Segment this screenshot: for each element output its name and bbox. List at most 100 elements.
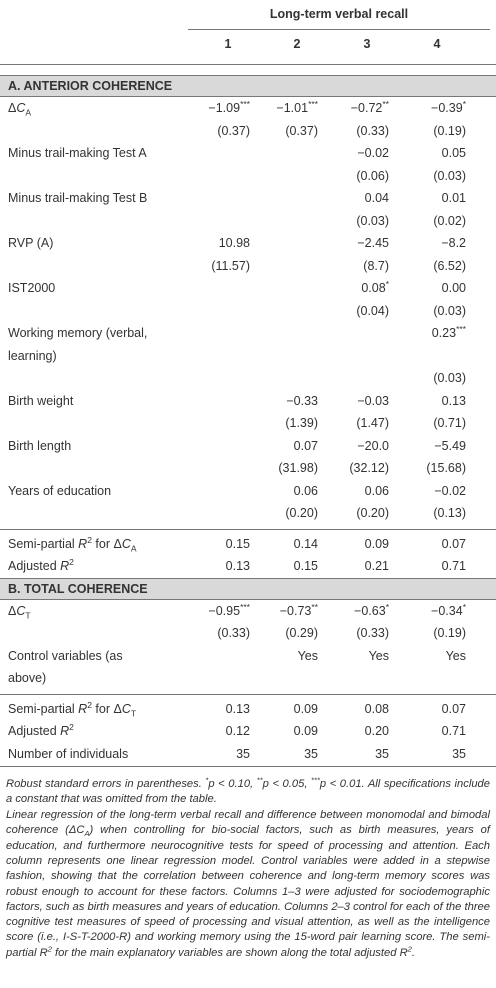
stars: * (462, 601, 466, 612)
text: ) when controlling for bio-social factor… (6, 824, 490, 959)
text: p < 0.10, (208, 778, 257, 790)
rule (188, 29, 490, 30)
stars: *** (456, 323, 466, 334)
cell: 0.23*** (432, 322, 466, 345)
row-label: Semi-partial R2 for ΔCA (8, 533, 137, 556)
cell: Yes (368, 648, 389, 663)
cell: 0.71 (441, 559, 466, 573)
row-label: above) (8, 667, 46, 690)
cell: 0.15 (225, 536, 250, 551)
text: p < 0.05, (262, 778, 312, 790)
cell: (31.98) (278, 461, 318, 475)
row-label: IST2000 (8, 277, 55, 300)
cell: 0.13 (225, 701, 250, 716)
cell: 35 (236, 746, 250, 761)
text: Semi-partial (8, 701, 79, 716)
stars: *** (240, 601, 250, 612)
text: for Δ (91, 701, 122, 716)
sup: 2 (47, 944, 52, 954)
cell: (0.37) (217, 123, 250, 138)
cell: 0.07 (441, 701, 466, 716)
cell: 0.09 (364, 536, 389, 551)
value: −0.73 (279, 603, 312, 618)
value: −1.09 (208, 101, 241, 115)
cell: (0.71) (433, 416, 466, 430)
cell: 0.13 (225, 559, 250, 573)
stars: * (385, 601, 389, 612)
cell: (0.13) (433, 506, 466, 520)
cell: (0.03) (433, 168, 466, 183)
cell: −0.02 (357, 146, 389, 160)
sup: 2 (407, 944, 412, 954)
cell: Yes (445, 648, 466, 663)
cell: (0.19) (433, 626, 466, 640)
value: 0.08 (361, 281, 386, 295)
footnote: Robust standard errors in parentheses. *… (6, 776, 490, 808)
cell: (0.33) (217, 626, 250, 640)
cell: −8.2 (441, 236, 466, 250)
em: R (78, 701, 88, 716)
cell: −0.63* (354, 600, 389, 623)
cell: −0.72** (351, 97, 389, 120)
cell: 35 (304, 746, 318, 761)
text: Working memory (verbal, (8, 326, 148, 340)
value: −0.95 (208, 603, 241, 618)
cell: (15.68) (426, 461, 466, 475)
cell: −20.0 (357, 438, 389, 453)
sup: 2 (87, 534, 92, 545)
text: Robust standard errors in parentheses. (6, 778, 206, 790)
row-label: Years of education (8, 480, 111, 503)
cell: 0.08 (364, 701, 389, 716)
cell: (1.47) (356, 416, 389, 430)
cell: (0.06) (356, 168, 389, 183)
cell: (0.29) (285, 626, 318, 640)
cell: −1.01*** (276, 97, 318, 120)
cell: (0.19) (433, 123, 466, 138)
cell: 0.01 (441, 191, 466, 205)
value: 0.23 (431, 326, 457, 340)
text: Minus trail-making Test B (8, 191, 148, 205)
cell: (0.20) (285, 506, 318, 520)
cell: (32.12) (349, 461, 389, 475)
cell: −0.33 (286, 393, 318, 408)
footnotes: Robust standard errors in parentheses. *… (6, 776, 490, 962)
sub: T (130, 708, 137, 718)
value: −1.01 (276, 101, 309, 115)
row-label: Minus trail-making Test B (8, 187, 147, 210)
cell: (0.33) (356, 123, 389, 138)
cell: −0.02 (434, 483, 466, 498)
em: C (121, 701, 131, 716)
row-label: Working memory (verbal, (8, 322, 147, 345)
cell: 0.14 (293, 536, 318, 551)
text: Birth length (8, 438, 72, 453)
cell: (11.57) (211, 258, 250, 273)
section-header: B. TOTAL COHERENCE (0, 577, 496, 600)
cell: −5.49 (434, 438, 466, 453)
text: p < 0.01. All specifications include a c… (6, 778, 490, 806)
caption: Long-term verbal recall (269, 7, 409, 21)
value: −0.72 (350, 101, 383, 115)
section-title: A. ANTERIOR COHERENCE (8, 79, 173, 93)
cell: 0.04 (364, 191, 389, 205)
section-header: A. ANTERIOR COHERENCE (0, 75, 496, 97)
cell: 0.09 (293, 724, 318, 738)
cell: −1.09*** (208, 97, 250, 120)
cell: −0.73** (280, 600, 318, 623)
cell: 0.09 (293, 701, 318, 716)
text: . (411, 946, 416, 959)
rule (0, 766, 496, 767)
cell: (0.37) (285, 123, 318, 138)
cell: 35 (375, 746, 389, 761)
cell: 0.06 (364, 483, 389, 498)
text: Control variables (as (8, 648, 123, 663)
row-label: Minus trail-making Test A (8, 142, 147, 165)
row-label: Control variables (as (8, 645, 123, 668)
text: Δ (8, 101, 17, 115)
cell: 10.98 (218, 236, 250, 250)
row-label: Birth weight (8, 390, 73, 413)
row-label: RVP (A) (8, 232, 53, 255)
sup: 2 (69, 721, 74, 732)
stars: ** (311, 601, 318, 612)
footnote: Linear regression of the long-term verba… (6, 808, 490, 961)
em: R (399, 946, 408, 959)
